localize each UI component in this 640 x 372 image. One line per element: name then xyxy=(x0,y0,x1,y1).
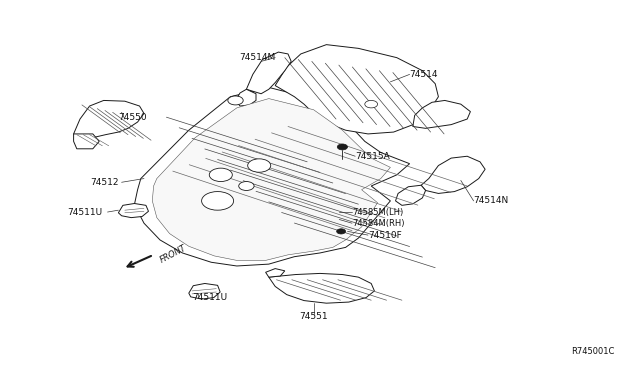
Circle shape xyxy=(337,144,348,150)
Polygon shape xyxy=(74,100,144,140)
Polygon shape xyxy=(269,273,374,303)
Polygon shape xyxy=(421,156,485,193)
Polygon shape xyxy=(118,203,148,218)
Text: 74514N: 74514N xyxy=(474,196,509,205)
Text: 74512: 74512 xyxy=(90,178,118,187)
Text: 74510F: 74510F xyxy=(368,231,402,240)
Text: 74514: 74514 xyxy=(410,70,438,79)
Polygon shape xyxy=(236,89,256,106)
Polygon shape xyxy=(396,185,426,205)
Text: FRONT: FRONT xyxy=(159,243,188,264)
Polygon shape xyxy=(275,45,438,134)
Polygon shape xyxy=(152,99,390,260)
Polygon shape xyxy=(413,100,470,128)
Text: 74551: 74551 xyxy=(300,312,328,321)
Polygon shape xyxy=(74,134,99,149)
Polygon shape xyxy=(189,283,220,299)
Text: R745001C: R745001C xyxy=(571,347,614,356)
Circle shape xyxy=(248,159,271,172)
Circle shape xyxy=(209,168,232,182)
Text: 74585M(LH): 74585M(LH) xyxy=(352,208,403,217)
Polygon shape xyxy=(246,52,291,94)
Text: 74515A: 74515A xyxy=(355,152,390,161)
Text: 74514M: 74514M xyxy=(239,53,275,62)
Text: 74511U: 74511U xyxy=(192,293,227,302)
Circle shape xyxy=(202,192,234,210)
Polygon shape xyxy=(266,269,285,277)
Text: 74584M(RH): 74584M(RH) xyxy=(352,219,404,228)
Circle shape xyxy=(239,182,254,190)
Polygon shape xyxy=(134,87,410,266)
Circle shape xyxy=(337,229,346,234)
Circle shape xyxy=(228,96,243,105)
Circle shape xyxy=(365,100,378,108)
Text: 74511U: 74511U xyxy=(67,208,102,217)
Text: 74550: 74550 xyxy=(118,113,147,122)
